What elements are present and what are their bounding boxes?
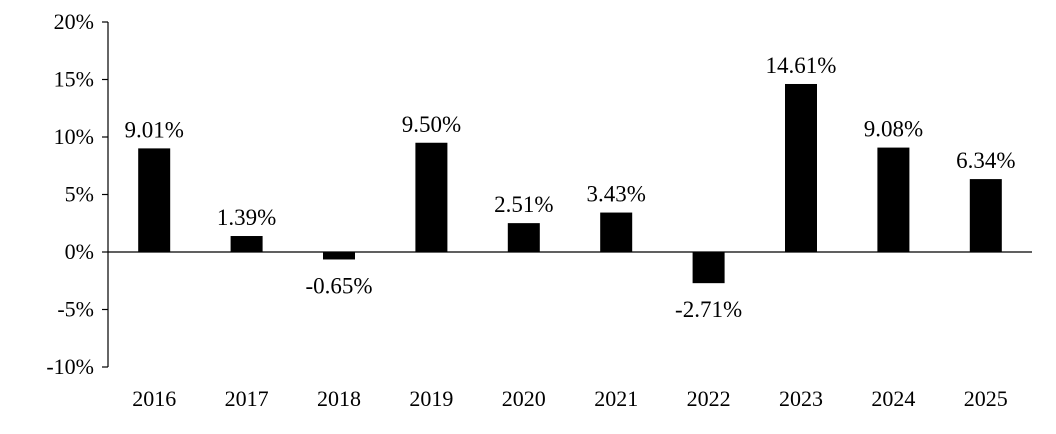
y-tick-label: 15% bbox=[54, 67, 94, 92]
y-tick-label: 10% bbox=[54, 124, 94, 149]
y-tick-label: 20% bbox=[54, 9, 94, 34]
data-label-2020: 2.51% bbox=[494, 192, 553, 217]
data-label-2025: 6.34% bbox=[956, 148, 1015, 173]
x-tick-label-2022: 2022 bbox=[687, 386, 731, 411]
bar-2024 bbox=[877, 147, 910, 252]
data-label-2022: -2.71% bbox=[675, 297, 742, 322]
bars bbox=[138, 83, 1002, 284]
x-tick-label-2023: 2023 bbox=[779, 386, 823, 411]
data-label-2017: 1.39% bbox=[217, 205, 276, 230]
y-tick-label: 5% bbox=[65, 182, 94, 207]
x-tick-label-2021: 2021 bbox=[594, 386, 638, 411]
data-label-2018: -0.65% bbox=[305, 273, 372, 298]
bar-2020 bbox=[507, 223, 540, 252]
x-tick-label-2024: 2024 bbox=[871, 386, 915, 411]
y-axis: 20% 15% 10% 5% 0% -5% -10% bbox=[46, 9, 1032, 379]
x-tick-label-2025: 2025 bbox=[964, 386, 1008, 411]
bar-2022 bbox=[692, 252, 725, 284]
bar-2021 bbox=[600, 212, 633, 252]
y-tick-label: -10% bbox=[46, 354, 94, 379]
bar-2025 bbox=[969, 179, 1002, 252]
data-label-2023: 14.61% bbox=[766, 53, 837, 78]
x-axis-labels: 2016 2017 2018 2019 2020 2021 2022 2023 2024 2025 bbox=[132, 386, 1008, 411]
data-label-2021: 3.43% bbox=[586, 182, 645, 207]
y-tick-label: 0% bbox=[65, 239, 94, 264]
y-tick-label: -5% bbox=[57, 297, 94, 322]
x-tick-label-2020: 2020 bbox=[502, 386, 546, 411]
bar-2019 bbox=[415, 142, 448, 252]
x-tick-label-2019: 2019 bbox=[409, 386, 453, 411]
data-labels: 9.01% 1.39% -0.65% 9.50% 2.51% 3.43% -2.71% 14.… bbox=[124, 53, 1015, 322]
x-tick-label-2017: 2017 bbox=[225, 386, 269, 411]
bar-2018 bbox=[323, 252, 355, 260]
data-label-2016: 9.01% bbox=[124, 117, 183, 142]
bar-2016 bbox=[138, 148, 171, 252]
data-label-2024: 9.08% bbox=[864, 117, 923, 142]
bar-2017 bbox=[230, 236, 263, 252]
x-tick-label-2016: 2016 bbox=[132, 386, 176, 411]
x-tick-label-2018: 2018 bbox=[317, 386, 361, 411]
bar-2023 bbox=[785, 83, 817, 252]
data-label-2019: 9.50% bbox=[402, 112, 461, 137]
